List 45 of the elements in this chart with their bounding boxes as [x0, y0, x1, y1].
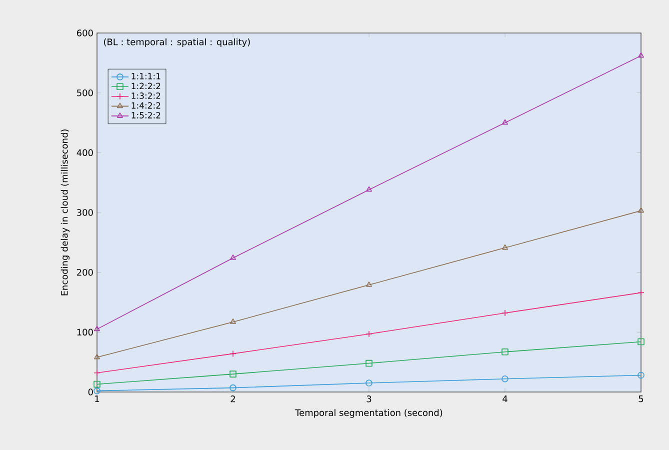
point [230, 350, 236, 358]
y-tick-label: 300 [77, 209, 93, 216]
point [502, 375, 508, 382]
y-tick-label: 600 [76, 30, 93, 36]
x-tick-label: 4 [502, 396, 508, 402]
legend-title: (BL : temporal : spatial : quality) [104, 38, 250, 47]
point [502, 310, 508, 316]
point [366, 282, 372, 287]
legend-label: 1:3:2:2 [132, 92, 160, 99]
x-tick-label: 2 [230, 396, 235, 402]
point [638, 372, 644, 379]
y-tick-label: 200 [77, 268, 93, 276]
point [94, 354, 100, 360]
y-tick-label: 500 [77, 89, 93, 96]
point [94, 380, 100, 388]
y-tick-label: 400 [76, 149, 93, 156]
y-axis-title: Encoding delay in cloud (millisecond) [60, 130, 70, 296]
point [94, 369, 100, 376]
x-axis-title: Temporal segmentation (second) [295, 409, 442, 418]
legend-label: 1:5:2:2 [132, 112, 160, 118]
point [230, 254, 236, 260]
point [366, 360, 372, 367]
x-tick-label: 3 [366, 396, 372, 402]
y-tick-label: 0 [88, 388, 93, 396]
point [230, 318, 236, 324]
point [638, 52, 644, 58]
legend-label: 1:4:2:2 [132, 102, 160, 109]
point [638, 207, 644, 213]
point [502, 244, 508, 250]
y-tick-label: 100 [77, 328, 93, 336]
point [94, 326, 100, 332]
point [230, 384, 236, 392]
point [366, 186, 372, 192]
point [366, 330, 372, 338]
legend-label: 1:1:1:1 [132, 73, 160, 80]
point [502, 348, 508, 356]
point [94, 387, 100, 394]
point [366, 380, 372, 386]
point [638, 289, 644, 296]
point [502, 119, 508, 125]
legend-label: 1:2:2:2 [132, 82, 160, 90]
point [638, 338, 644, 346]
x-tick-label: 5 [638, 396, 644, 402]
point [230, 370, 236, 378]
x-tick-label: 1 [95, 396, 100, 402]
